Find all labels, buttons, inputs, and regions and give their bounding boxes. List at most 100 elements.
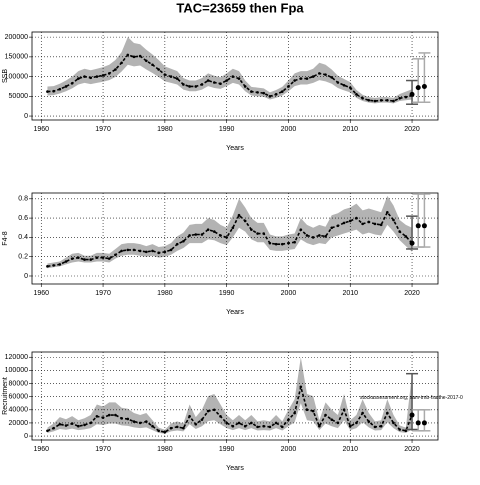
y-axis-label: F4-8 bbox=[2, 231, 9, 246]
projection-point bbox=[421, 223, 427, 229]
estimate-point bbox=[318, 234, 321, 237]
estimate-point bbox=[107, 413, 111, 417]
estimate-point bbox=[200, 233, 204, 236]
projection-point bbox=[415, 85, 421, 91]
estimate-point bbox=[250, 228, 253, 231]
estimate-point bbox=[46, 265, 49, 268]
estimate-point bbox=[194, 85, 198, 88]
estimate-point bbox=[138, 421, 142, 425]
estimate-point bbox=[151, 424, 154, 428]
estimate-point bbox=[367, 420, 371, 423]
y-tick-label: 60000 bbox=[9, 394, 29, 401]
estimate-point bbox=[330, 76, 334, 79]
projection-point bbox=[421, 83, 427, 89]
estimate-point bbox=[293, 411, 296, 415]
estimate-point bbox=[268, 241, 272, 245]
x-tick-label: 1960 bbox=[33, 290, 49, 297]
estimate-point bbox=[107, 257, 111, 260]
estimate-point bbox=[114, 253, 117, 257]
estimate-point bbox=[231, 226, 235, 230]
estimate-point bbox=[250, 421, 253, 425]
estimate-point bbox=[212, 230, 216, 233]
estimate-point bbox=[145, 420, 148, 423]
estimate-point bbox=[132, 55, 136, 59]
estimate-point bbox=[348, 86, 352, 89]
estimate-point bbox=[404, 235, 408, 238]
estimate-point bbox=[175, 242, 179, 246]
estimate-point bbox=[324, 73, 327, 76]
y-tick-label: 120000 bbox=[5, 354, 28, 361]
estimate-point bbox=[330, 418, 334, 421]
y-tick-label: 50000 bbox=[9, 93, 29, 100]
estimate-point bbox=[305, 77, 309, 80]
estimate-point bbox=[392, 99, 395, 103]
estimate-point bbox=[157, 251, 160, 255]
estimate-point bbox=[225, 421, 228, 425]
estimate-point bbox=[182, 83, 185, 86]
estimate-point bbox=[348, 424, 352, 428]
estimate-point bbox=[126, 248, 130, 252]
estimate-point bbox=[157, 429, 160, 433]
x-tick-label: 1980 bbox=[157, 290, 173, 297]
estimate-point bbox=[373, 425, 377, 429]
estimate-point bbox=[206, 409, 210, 413]
estimate-point bbox=[64, 85, 68, 88]
estimate-point bbox=[256, 232, 259, 235]
estimate-point bbox=[182, 239, 185, 243]
estimate-point bbox=[373, 222, 377, 226]
estimate-point bbox=[348, 219, 352, 223]
estimate-point bbox=[58, 422, 62, 426]
estimate-point bbox=[225, 79, 228, 82]
estimate-point bbox=[200, 418, 204, 421]
estimate-point bbox=[89, 421, 93, 425]
estimate-point bbox=[52, 89, 55, 93]
y-axis-label: SSB bbox=[2, 69, 9, 83]
estimate-point bbox=[70, 422, 74, 425]
y-tick-label: 0 bbox=[24, 433, 28, 440]
estimate-point bbox=[398, 230, 401, 233]
x-tick-label: 2010 bbox=[342, 290, 358, 297]
x-axis-label: Years bbox=[226, 309, 244, 316]
estimate-point bbox=[336, 81, 340, 84]
x-tick-label: 2000 bbox=[281, 290, 297, 297]
estimate-point bbox=[386, 211, 389, 214]
estimate-point bbox=[280, 425, 284, 429]
estimate-point bbox=[89, 258, 93, 261]
x-tick-label: 2020 bbox=[404, 290, 420, 297]
estimate-point bbox=[175, 425, 179, 429]
estimate-point bbox=[305, 408, 309, 412]
estimate-point bbox=[243, 85, 247, 88]
confidence-band bbox=[47, 37, 413, 104]
estimate-point bbox=[163, 250, 167, 254]
estimate-point bbox=[237, 77, 241, 80]
y-tick-label: 0.6 bbox=[18, 215, 28, 222]
estimate-point bbox=[64, 260, 68, 263]
y-tick-label: 0 bbox=[24, 113, 28, 120]
estimate-point bbox=[293, 240, 296, 244]
estimate-point bbox=[231, 75, 235, 78]
estimate-point bbox=[46, 429, 49, 433]
estimate-point bbox=[311, 75, 315, 78]
estimate-point bbox=[361, 96, 364, 100]
estimate-point bbox=[280, 90, 284, 93]
estimate-point bbox=[355, 421, 358, 425]
estimate-point bbox=[256, 91, 259, 94]
estimate-point bbox=[274, 242, 278, 246]
annotation: stockassessment.org, sam-tmb-fsaithe-201… bbox=[360, 395, 463, 401]
plot-frame bbox=[31, 31, 439, 121]
estimate-point bbox=[379, 98, 383, 102]
estimate-point bbox=[77, 256, 80, 259]
y-tick-label: 40000 bbox=[9, 407, 29, 414]
projection-point bbox=[421, 420, 427, 426]
estimate-point bbox=[138, 249, 142, 253]
estimate-point bbox=[114, 68, 117, 71]
estimate-point bbox=[367, 98, 371, 102]
estimate-point bbox=[58, 263, 62, 266]
estimate-point bbox=[287, 418, 290, 421]
estimate-point bbox=[194, 422, 198, 426]
estimate-point bbox=[274, 421, 278, 425]
x-tick-label: 1970 bbox=[95, 290, 111, 297]
figure-title: TAC=23659 then Fpa bbox=[176, 0, 304, 15]
estimate-point bbox=[219, 415, 222, 418]
